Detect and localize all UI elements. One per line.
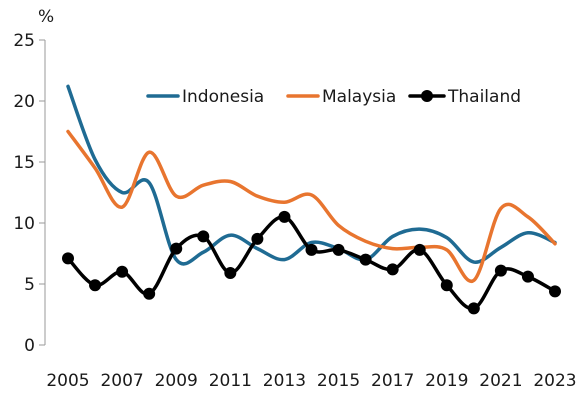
- x-tick-label: 2019: [425, 371, 468, 391]
- data-point-thailand: [494, 264, 507, 277]
- x-tick-label: 2017: [371, 371, 414, 391]
- x-tick-label: 2021: [479, 371, 522, 391]
- series-layer: [62, 84, 561, 315]
- series-line-indonesia: [66, 84, 557, 266]
- data-point-thailand: [440, 279, 453, 292]
- data-point-thailand: [143, 287, 156, 300]
- data-point-thailand: [89, 279, 102, 292]
- axis-layer: 0 5 10 15 20 25% 2005 2007 2009 2011 2013 2015 2017 2…: [13, 7, 576, 391]
- legend-label-indonesia: Indonesia: [182, 87, 264, 107]
- data-point-thailand: [467, 302, 480, 315]
- data-point-thailand: [386, 263, 399, 276]
- x-tick-label: 2007: [100, 371, 143, 391]
- data-point-thailand: [170, 242, 183, 255]
- y-tick-label: 10: [13, 214, 35, 234]
- data-point-thailand: [413, 243, 426, 256]
- x-tick-label: 2023: [533, 371, 576, 391]
- y-tick-label: 15: [13, 153, 35, 173]
- legend-label-malaysia: Malaysia: [322, 87, 396, 107]
- legend-label-thailand: Thailand: [447, 87, 521, 107]
- x-tick-label: 2015: [317, 371, 360, 391]
- data-point-thailand: [521, 270, 534, 283]
- legend: Indonesia Malaysia Thailand: [146, 87, 521, 107]
- x-tick-label: 2005: [46, 371, 89, 391]
- y-axis-unit: %: [38, 7, 54, 27]
- x-tick-label: 2009: [155, 371, 198, 391]
- legend-marker-thailand: [421, 90, 433, 102]
- y-tick-label: 20: [13, 92, 35, 112]
- data-point-thailand: [332, 243, 345, 256]
- y-tick-label: 0: [24, 336, 35, 356]
- data-point-thailand: [549, 285, 561, 298]
- data-point-thailand: [359, 253, 372, 266]
- x-tick-label: 2013: [263, 371, 306, 391]
- series-line-malaysia: [66, 129, 557, 283]
- y-tick-label: 25: [13, 31, 35, 51]
- data-point-thailand: [116, 265, 129, 278]
- data-point-thailand: [62, 252, 74, 265]
- data-point-thailand: [305, 243, 318, 256]
- data-point-thailand: [197, 230, 210, 243]
- data-point-thailand: [251, 232, 264, 245]
- x-tick-label: 2011: [209, 371, 252, 391]
- data-point-thailand: [278, 210, 291, 223]
- y-tick-label: 5: [24, 275, 35, 295]
- data-point-thailand: [224, 267, 237, 280]
